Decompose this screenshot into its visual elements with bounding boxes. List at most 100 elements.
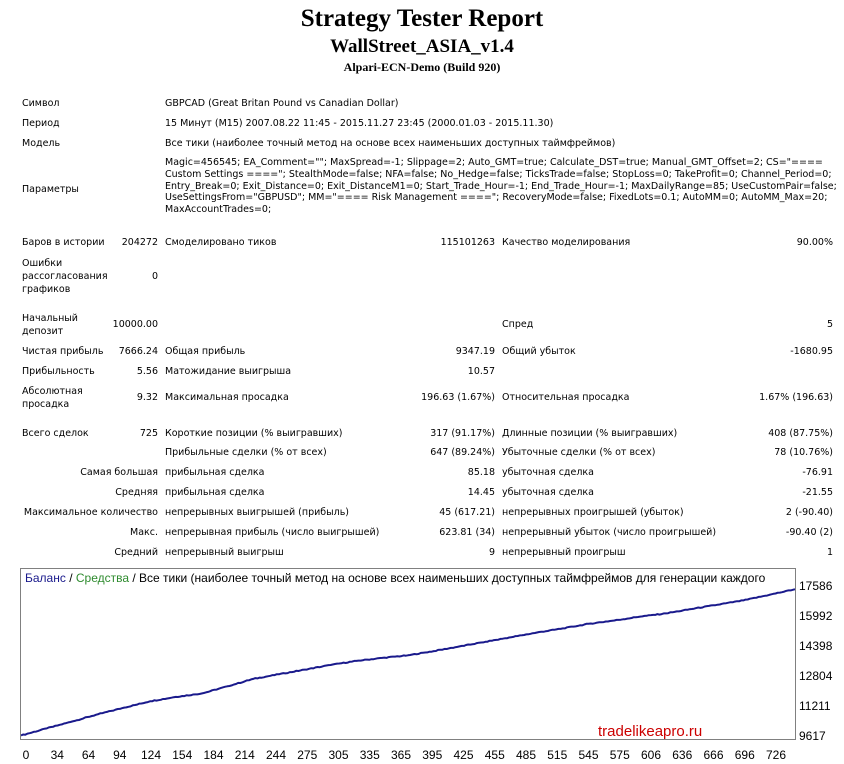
server-build: Alpari-ECN-Demo (Build 920) (343, 60, 501, 74)
errors-label-2: рассогласования (22, 271, 108, 282)
symbol-label: Символ (22, 98, 60, 109)
deposit-label-1: Начальный (22, 313, 78, 324)
legend-model: / Все тики (наиболее точный метод на осн… (129, 571, 766, 585)
deposit-value: 10000.00 (112, 319, 158, 330)
cons-wins-label: непрерывных выигрышей (прибыль) (165, 507, 350, 518)
x-tick-label: 575 (609, 748, 630, 762)
avg-cons-losses-value: 1 (826, 547, 833, 558)
rel-drawdown-value: 1.67% (196.63) (759, 392, 833, 403)
max-drawdown-value: 196.63 (1.67%) (421, 392, 495, 403)
rel-drawdown-label: Относительная просадка (502, 392, 630, 403)
avg-cons-wins-value: 9 (488, 547, 495, 558)
long-positions-value: 408 (87.75%) (768, 428, 833, 439)
cons-wins-value: 45 (617.21) (439, 507, 495, 518)
total-trades-value: 725 (139, 428, 158, 439)
x-tick-label: 485 (515, 748, 537, 762)
x-tick-label: 515 (547, 748, 568, 762)
y-tick-label: 17586 (799, 579, 833, 593)
bars-label: Баров в истории (22, 237, 105, 248)
x-tick-label: 64 (81, 748, 96, 762)
profit-factor-value: 5.56 (136, 366, 158, 377)
x-tick-label: 184 (203, 748, 224, 762)
cons-loss-label: непрерывный убыток (число проигрышей) (502, 527, 717, 538)
avg-loss-value: -21.55 (802, 487, 833, 498)
largest-loss-value: -76.91 (802, 467, 833, 478)
errors-label-1: Ошибки (22, 258, 63, 269)
total-trades-label: Всего сделок (22, 428, 89, 439)
deposit-label-2: депозит (22, 326, 64, 337)
x-tick-label: 545 (578, 748, 599, 762)
largest-profit-label: прибыльная сделка (165, 467, 265, 478)
x-tick-label: 154 (172, 748, 193, 762)
x-tick-label: 0 (22, 748, 30, 762)
x-tick-label: 425 (453, 748, 474, 762)
quality-label: Качество моделирования (502, 237, 631, 248)
report-title: Strategy Tester Report (300, 5, 544, 32)
quality-value: 90.00% (796, 237, 833, 248)
spread-label: Спред (502, 319, 534, 330)
x-tick-label: 124 (140, 748, 162, 762)
cons-profit-value: 623.81 (34) (439, 527, 495, 538)
largest-label: Самая большая (80, 467, 158, 478)
period-label: Период (22, 118, 60, 129)
x-tick-label: 696 (734, 748, 755, 762)
x-tick-label: 94 (113, 748, 127, 762)
legend-separator: / (65, 571, 76, 585)
cons-profit-label: непрерывная прибыль (число выигрышей) (165, 527, 380, 538)
short-positions-label: Короткие позиции (% выигравших) (165, 428, 343, 439)
errors-value: 0 (151, 271, 158, 282)
model-label: Модель (22, 138, 61, 149)
chart-legend: Баланс / Средства / Все тики (наиболее т… (25, 571, 765, 586)
x-tick-label: 34 (50, 748, 64, 762)
abs-drawdown-label-1: Абсолютная (22, 386, 83, 397)
params-value: Magic=456545; EA_Comment=""; MaxSpread=-… (165, 157, 837, 216)
gross-loss-label: Общий убыток (502, 346, 576, 357)
x-tick-label: 395 (422, 748, 443, 762)
x-tick-label: 455 (484, 748, 505, 762)
gross-profit-value: 9347.19 (455, 346, 495, 357)
series-line-balance (21, 588, 795, 737)
legend-balance: Баланс (25, 571, 66, 585)
average-label: Средняя (115, 487, 158, 498)
abs-drawdown-label-2: просадка (22, 399, 70, 410)
x-tick-label: 305 (328, 748, 349, 762)
max-count-label: Максимальное количество (23, 507, 158, 518)
y-tick-label: 15992 (799, 609, 833, 623)
params-label: Параметры (22, 184, 79, 195)
cons-losses-value: 2 (-90.40) (785, 507, 833, 518)
x-tick-label: 726 (765, 748, 787, 762)
largest-loss-label: убыточная сделка (502, 467, 594, 478)
y-tick-label: 12804 (799, 669, 833, 683)
x-tick-label: 214 (234, 748, 255, 762)
spread-value: 5 (826, 319, 833, 330)
abs-drawdown-value: 9.32 (136, 392, 158, 403)
gross-loss-value: -1680.95 (790, 346, 833, 357)
expert-name: WallStreet_ASIA_v1.4 (330, 36, 514, 57)
chart-plot (21, 588, 795, 737)
largest-profit-value: 85.18 (467, 467, 495, 478)
balance-chart: Баланс / Средства / Все тики (наиболее т… (20, 568, 796, 740)
x-tick-label: 606 (640, 748, 662, 762)
loss-trades-value: 78 (10.76%) (774, 447, 833, 458)
x-tick-label: 636 (672, 748, 693, 762)
loss-trades-label: Убыточные сделки (% от всех) (502, 447, 656, 458)
expected-payoff-label: Матожидание выигрыша (165, 366, 292, 377)
profit-factor-label: Прибыльность (22, 366, 95, 377)
x-tick-label: 244 (265, 748, 287, 762)
watermark-text: tradelikeapro.ru (598, 723, 703, 740)
avg-cons-wins-label: непрерывный выигрыш (165, 547, 284, 558)
avg-loss-label: убыточная сделка (502, 487, 594, 498)
y-tick-label: 9617 (799, 729, 826, 743)
profit-trades-label: Прибыльные сделки (% от всех) (165, 447, 327, 458)
symbol-value: GBPCAD (Great Britan Pound vs Canadian D… (165, 98, 399, 109)
ticks-value: 115101263 (440, 237, 495, 248)
avg-profit-label: прибыльная сделка (165, 487, 265, 498)
cons-losses-label: непрерывных проигрышей (убыток) (502, 507, 684, 518)
cons-loss-value: -90.40 (2) (785, 527, 833, 538)
legend-equity: Средства (75, 571, 130, 585)
max-label: Макс. (130, 527, 158, 538)
y-tick-label: 14398 (799, 639, 833, 653)
y-tick-label: 11211 (799, 699, 831, 713)
bars-value: 204272 (121, 237, 158, 248)
max-drawdown-label: Максимальная просадка (165, 392, 289, 403)
